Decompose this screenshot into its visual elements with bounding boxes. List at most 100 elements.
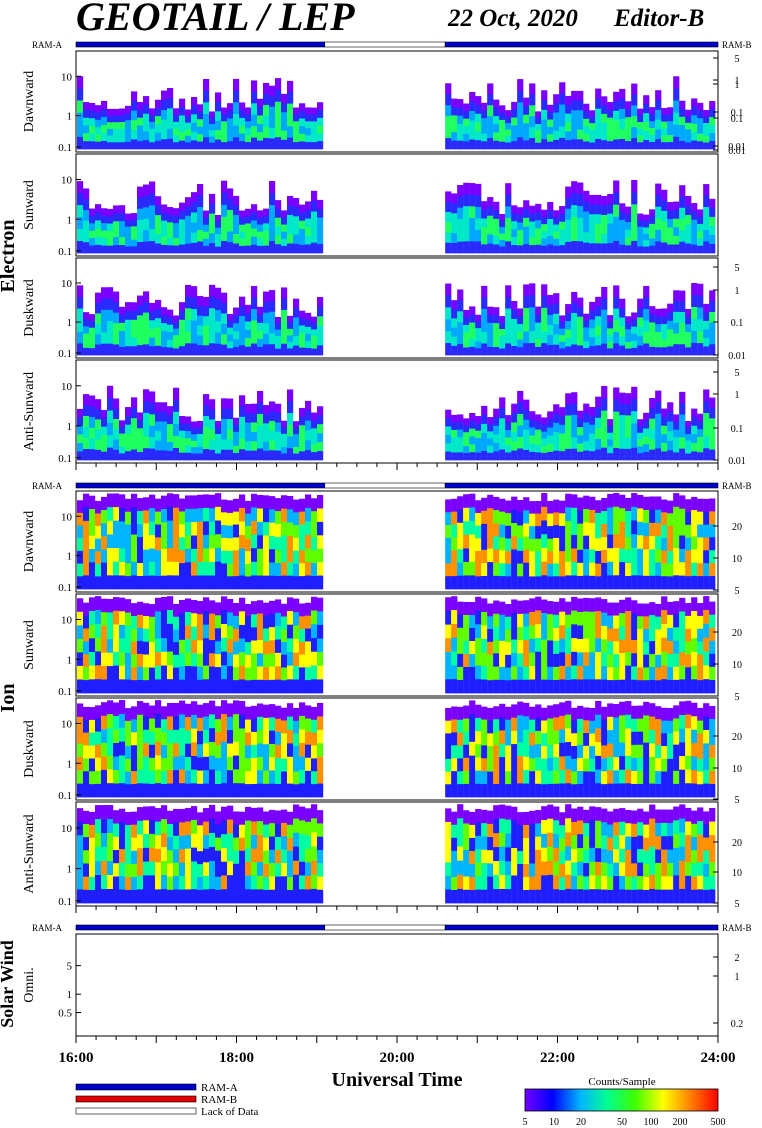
spectrogram-cell — [583, 126, 590, 135]
spectrogram-cell — [221, 121, 228, 129]
spectrogram-cell — [251, 848, 258, 863]
spectrogram-cell — [305, 507, 312, 522]
spectrogram-cell — [125, 889, 132, 904]
spectrogram-cell — [101, 245, 108, 254]
spectrogram-cell — [565, 769, 572, 784]
spectrogram-cell — [293, 733, 300, 747]
spectrogram-cell — [293, 708, 300, 722]
spectrogram-cell — [583, 413, 590, 423]
spectrogram-cell — [463, 601, 470, 616]
spectrogram-cell — [673, 601, 680, 615]
spectrogram-cell — [245, 513, 252, 527]
spectrogram-cell — [703, 537, 710, 551]
spectrogram-cell — [125, 127, 132, 136]
spectrogram-cell — [299, 442, 306, 452]
spectrogram-cell — [475, 416, 482, 424]
spectrogram-cell — [445, 758, 452, 772]
spectrogram-cell — [631, 876, 638, 891]
spectrogram-cell — [197, 535, 204, 550]
spectrogram-cell — [679, 116, 686, 126]
spectrogram-cell — [511, 820, 518, 835]
spectrogram-cell — [275, 200, 282, 210]
spectrogram-cell — [83, 602, 90, 616]
spectrogram-cell — [89, 102, 96, 112]
spectrogram-cell — [239, 863, 246, 878]
spectrogram-cell — [119, 561, 126, 576]
spectrogram-cell — [275, 348, 282, 356]
spectrogram-cell — [547, 419, 554, 428]
spectrogram-cell — [173, 447, 180, 461]
spectrogram-cell — [595, 889, 602, 904]
spectrogram-cell — [149, 181, 156, 194]
spectrogram-cell — [197, 666, 204, 681]
legend-swatch-lack-of-data — [75, 1107, 197, 1115]
spectrogram-cell — [113, 889, 120, 904]
spectrogram-cell — [523, 226, 530, 236]
spectrogram-cell — [661, 308, 668, 317]
spectrogram-cell — [293, 121, 300, 129]
spectrogram-cell — [215, 824, 222, 838]
spectrogram-cell — [607, 850, 614, 865]
spectrogram-cell — [149, 847, 156, 862]
spectrogram-cell — [625, 448, 632, 461]
spectrogram-cell — [143, 497, 150, 511]
spectrogram-cell — [191, 192, 198, 203]
spectrogram-cell — [269, 205, 276, 218]
spectrogram-cell — [107, 435, 114, 449]
spectrogram-cell — [113, 575, 120, 590]
spectrogram-cell — [643, 444, 650, 453]
spectrogram-cell — [245, 680, 252, 694]
spectrogram-cell — [499, 439, 506, 450]
spectrogram-cell — [553, 313, 560, 325]
spectrogram-cell — [197, 427, 204, 435]
spectrogram-cell — [709, 807, 716, 822]
spectrogram-cell — [655, 732, 662, 746]
spectrogram-cell — [709, 576, 716, 590]
spectrogram-cell — [203, 534, 210, 549]
spectrogram-cell — [119, 624, 126, 639]
spectrogram-cell — [143, 333, 150, 345]
spectrogram-cell — [451, 784, 458, 798]
spectrogram-cell — [293, 832, 300, 848]
spectrogram-cell — [269, 640, 276, 654]
spectrogram-cell — [77, 665, 84, 680]
spectrogram-cell — [445, 610, 452, 626]
spectrogram-cell — [155, 402, 162, 413]
spectrogram-cell — [263, 654, 270, 668]
spectrogram-cell — [221, 398, 228, 409]
spectrogram-cell — [553, 450, 560, 461]
spectrogram-cell — [553, 404, 560, 414]
spectrogram-cell — [101, 100, 108, 110]
spectrogram-cell — [709, 627, 716, 642]
spectrogram-cell — [275, 876, 282, 891]
spectrogram-cell — [475, 550, 482, 565]
spectrogram-cell — [553, 666, 560, 681]
spectrogram-cell — [547, 551, 554, 565]
spectrogram-cell — [77, 550, 84, 565]
spectrogram-cell — [667, 720, 674, 734]
spectrogram-cell — [613, 435, 620, 449]
group-label-electron: Electron — [0, 220, 19, 293]
spectrogram-cell — [227, 429, 234, 440]
spectrogram-cell — [209, 888, 216, 904]
spectrogram-cell — [565, 601, 572, 616]
spectrogram-cell — [179, 524, 186, 538]
spectrogram-cell — [107, 700, 114, 715]
left-tick-label: 0.1 — [58, 142, 72, 154]
spectrogram-cell — [577, 875, 584, 890]
spectrogram-cell — [661, 746, 668, 760]
spectrogram-cell — [317, 702, 324, 717]
spectrogram-cell — [493, 626, 500, 641]
spectrogram-cell — [269, 730, 276, 745]
spectrogram-cell — [583, 733, 590, 747]
spectrogram-cell — [625, 809, 632, 824]
spectrogram-cell — [637, 822, 644, 837]
spectrogram-cell — [161, 624, 168, 639]
spectrogram-cell — [215, 332, 222, 345]
spectrogram-cell — [541, 771, 548, 785]
spectrogram-cell — [703, 401, 710, 414]
spectrogram-cell — [185, 522, 192, 536]
spectrogram-cell — [155, 563, 162, 577]
spectrogram-cell — [565, 860, 572, 876]
spectrogram-cell — [89, 771, 96, 785]
